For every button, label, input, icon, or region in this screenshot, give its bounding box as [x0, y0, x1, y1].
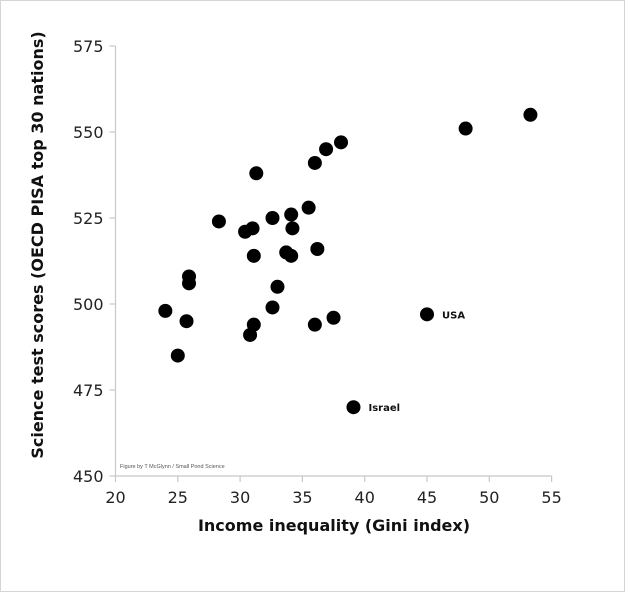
data-point — [158, 303, 173, 318]
data-point — [334, 135, 349, 150]
x-tick-label: 30 — [230, 488, 250, 507]
data-point — [307, 317, 322, 332]
y-axis-ticks: 450 475 500 525 550 575 — [73, 37, 116, 486]
data-point — [301, 200, 316, 215]
point-label-israel: Israel — [368, 403, 400, 414]
data-point — [310, 241, 325, 256]
y-axis-title: Science test scores (OECD PISA top 30 na… — [28, 31, 47, 458]
data-point — [284, 207, 299, 222]
data-point — [243, 327, 258, 342]
data-point — [270, 279, 285, 294]
y-tick-label: 450 — [73, 467, 104, 486]
data-point — [245, 221, 260, 236]
data-point — [285, 221, 300, 236]
data-point — [523, 107, 538, 122]
x-tick-label: 35 — [292, 488, 312, 507]
x-tick-label: 20 — [105, 488, 125, 507]
data-point — [265, 300, 280, 315]
data-point — [420, 307, 434, 322]
x-axis-ticks: 20 25 30 35 40 45 50 55 — [105, 476, 562, 507]
data-point — [284, 248, 299, 263]
x-tick-label: 40 — [355, 488, 375, 507]
data-point — [307, 155, 322, 170]
data-point — [211, 214, 226, 229]
data-point — [319, 142, 334, 157]
x-tick-label: 50 — [479, 488, 499, 507]
y-tick-label: 575 — [73, 37, 104, 56]
data-point — [346, 400, 361, 415]
data-point — [249, 166, 264, 181]
y-tick-label: 550 — [73, 123, 104, 142]
y-tick-label: 500 — [73, 295, 104, 314]
data-point — [179, 314, 194, 329]
data-points — [158, 107, 538, 415]
data-point — [458, 121, 473, 136]
data-point — [326, 310, 341, 325]
x-tick-label: 55 — [541, 488, 561, 507]
data-point — [265, 211, 280, 225]
x-axis-title: Income inequality (Gini index) — [198, 516, 470, 535]
x-tick-label: 45 — [417, 488, 437, 507]
point-annotations: USA Israel — [368, 310, 465, 414]
y-tick-label: 525 — [73, 209, 104, 228]
figure-credit: Figure by T McGlynn / Small Pond Science — [120, 464, 225, 470]
point-label-usa: USA — [442, 310, 465, 321]
x-tick-label: 25 — [168, 488, 188, 507]
data-point — [170, 348, 185, 363]
data-point — [182, 276, 197, 291]
y-tick-label: 475 — [73, 381, 104, 400]
data-point — [246, 248, 261, 263]
axes — [114, 46, 552, 477]
